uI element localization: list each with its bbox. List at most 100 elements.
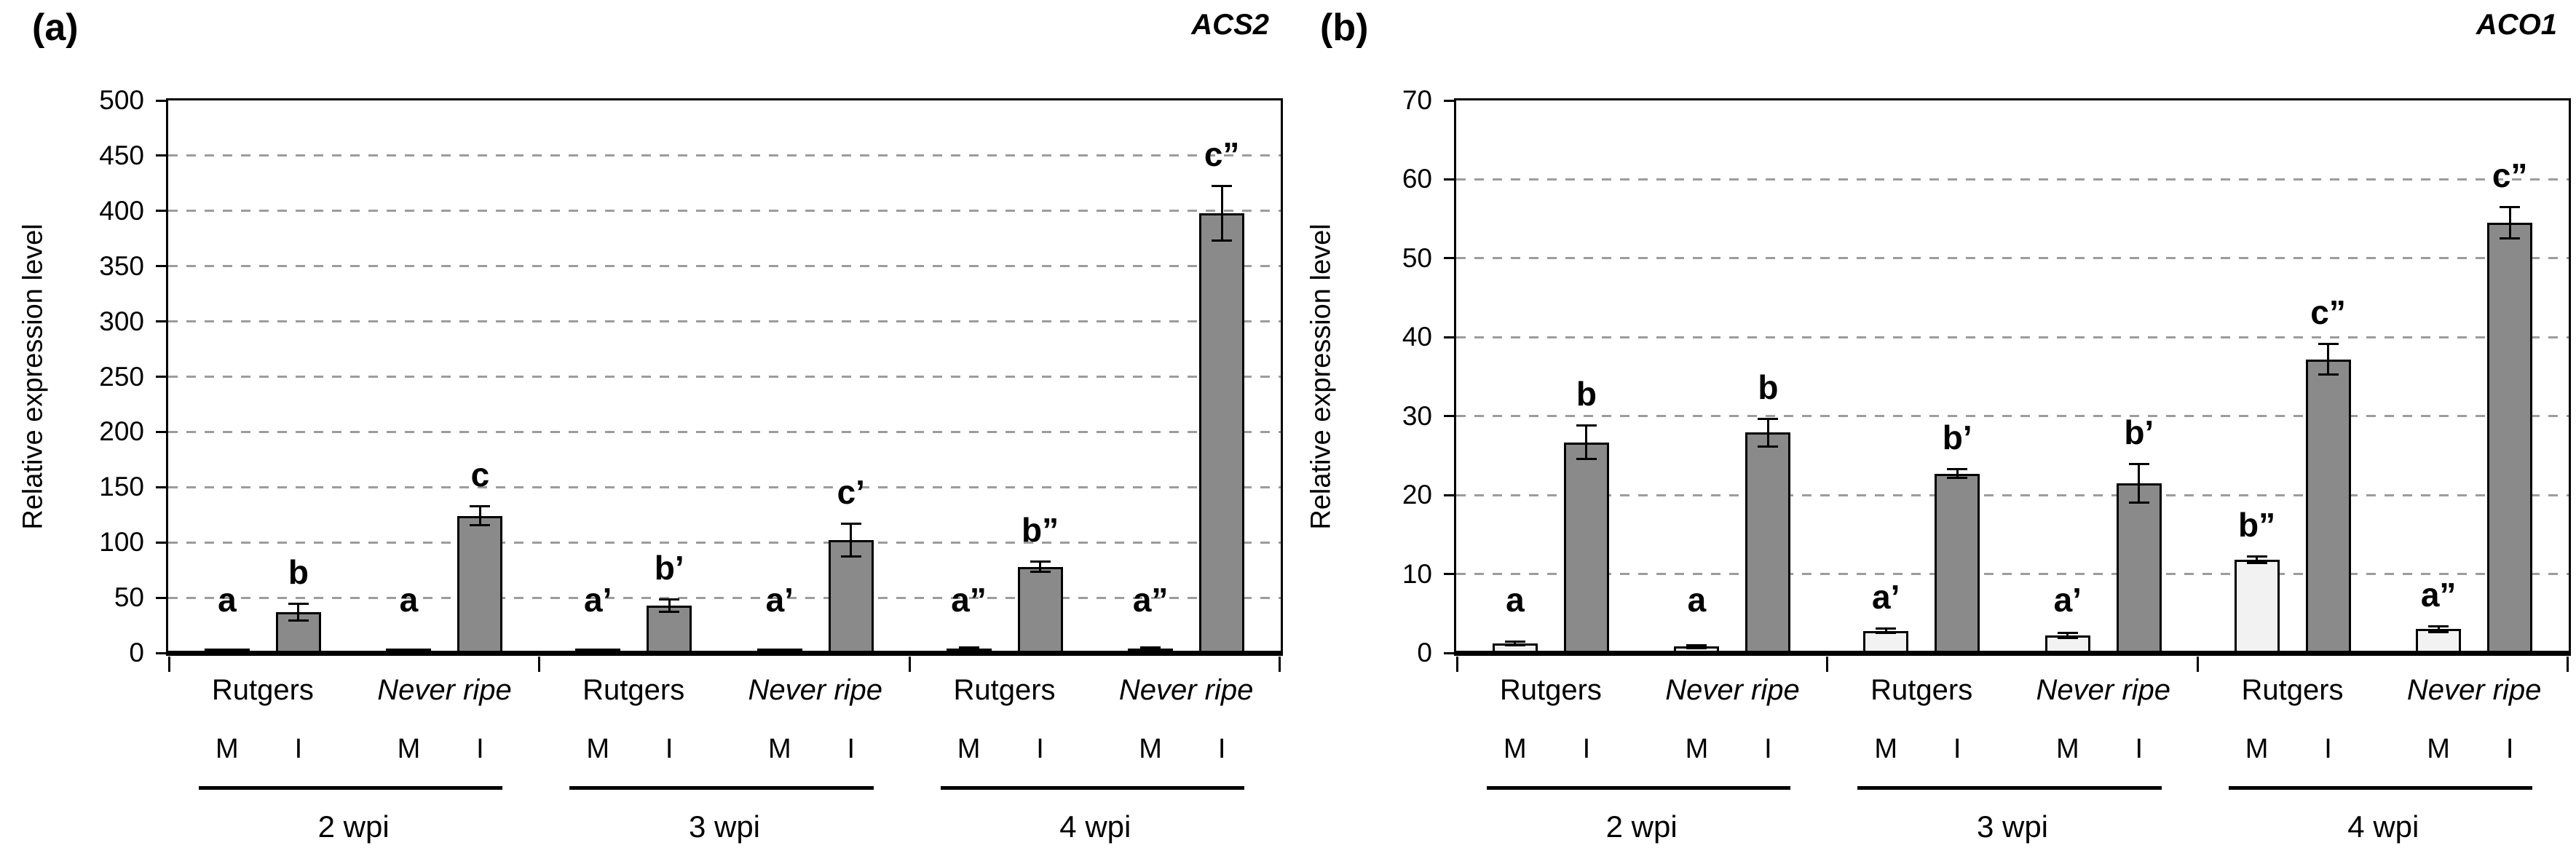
group-label: 3 wpi — [1976, 809, 2049, 844]
error-bar-cap-bottom — [2318, 373, 2339, 376]
error-bar — [2437, 626, 2440, 633]
cultivar-label: Never ripe — [748, 674, 883, 706]
error-bar — [1220, 185, 1223, 241]
error-bar-cap-top — [1030, 560, 1051, 563]
group-label: 4 wpi — [1059, 809, 1131, 844]
significance-letter: c” — [2310, 293, 2346, 331]
error-bar — [1884, 628, 1887, 633]
treatment-label: I — [847, 734, 856, 764]
group-underline — [940, 786, 1244, 790]
error-bar — [1695, 645, 1698, 649]
significance-letter: a” — [1132, 581, 1169, 619]
x-tick-mark — [1456, 657, 1458, 672]
x-tick-mark — [168, 657, 170, 672]
gene-label-aco1: ACO1 — [2476, 9, 2557, 41]
significance-letter: a’ — [2053, 581, 2082, 619]
error-bar — [668, 598, 671, 612]
y-tick-label: 200 — [99, 416, 144, 447]
gridline — [1456, 573, 2569, 576]
significance-letter: a — [1506, 581, 1525, 619]
bar-4wpi-never-ripe-I — [2487, 223, 2533, 653]
cultivar-label: Rutgers — [1870, 674, 1973, 706]
error-bar-cap-bottom — [1758, 445, 1779, 448]
cultivar-label: Rutgers — [582, 674, 685, 706]
y-axis-tick-labels: 0 10 20 30 40 50 60 70 — [1288, 85, 1438, 667]
error-bar-cap-top — [288, 602, 309, 605]
error-bar-cap-bottom — [2128, 502, 2149, 504]
y-tick-label: 100 — [99, 527, 144, 558]
error-bar — [2508, 207, 2511, 239]
y-tick-label: 10 — [1402, 558, 1432, 589]
significance-letter: b — [1576, 374, 1597, 413]
significance-letter: a’ — [584, 581, 612, 619]
y-tick-label: 0 — [129, 638, 144, 667]
x-tick-mark — [1825, 657, 1828, 672]
gridline — [168, 541, 1281, 544]
cultivar-label: Never ripe — [2406, 674, 2542, 706]
y-tick-label: 350 — [99, 250, 144, 281]
treatment-label: I — [294, 734, 303, 764]
treatment-label: I — [1036, 734, 1044, 764]
y-tick-label: 400 — [99, 195, 144, 226]
bar-2wpi-never-ripe-I — [1745, 432, 1791, 653]
y-tick-mark — [156, 486, 166, 488]
error-bar — [297, 603, 300, 621]
significance-letter: a” — [2420, 576, 2457, 614]
error-bar-cap-bottom — [1212, 239, 1233, 242]
error-bar — [2327, 343, 2330, 376]
error-bar-cap-bottom — [1876, 631, 1897, 634]
significance-letter: b — [1758, 368, 1779, 406]
panel-b: (b) ACO1 Relative expression level 0 10 20… — [1288, 0, 2576, 856]
error-bar — [1039, 561, 1042, 573]
error-bar — [2066, 632, 2069, 639]
gridline — [1456, 178, 2569, 181]
error-bar — [850, 523, 853, 557]
error-bar-cap-bottom — [840, 555, 861, 558]
treatment-label: M — [1139, 734, 1162, 764]
group-label: 2 wpi — [1605, 809, 1678, 844]
panel-b-label: (b) — [1320, 7, 1369, 49]
bar-4wpi-rutgers-I — [1017, 566, 1063, 653]
treatment-label: I — [665, 734, 673, 764]
group-underline — [569, 786, 874, 790]
treatment-label: I — [1953, 734, 1961, 764]
cultivar-label: Rutgers — [2241, 674, 2344, 706]
treatment-label: M — [957, 734, 981, 764]
treatment-label: M — [586, 734, 610, 764]
significance-letter: b” — [2237, 505, 2276, 544]
significance-letter: c — [470, 456, 490, 494]
bar-2wpi-never-ripe-I — [457, 515, 503, 653]
bar-2wpi-never-ripe-M — [386, 649, 432, 653]
y-tick-label: 30 — [1402, 400, 1432, 431]
significance-letter: a — [399, 581, 419, 619]
y-tick-label: 450 — [99, 140, 144, 170]
treatment-label: I — [1582, 734, 1591, 764]
plot-area: a b a c a’ b’ a’ c’ a” b” a” c” — [156, 98, 1283, 672]
panel-a: (a) ACS2 Relative expression level 0 50 10… — [0, 7, 1283, 844]
y-tick-label: 50 — [114, 582, 144, 613]
error-bar-cap-top — [2128, 462, 2149, 465]
y-tick-mark — [1444, 415, 1454, 418]
gridline — [168, 430, 1281, 433]
significance-letter: a’ — [1872, 578, 1900, 617]
error-bar-cap-top — [1504, 640, 1525, 643]
group-underline — [199, 786, 503, 790]
y-tick-label: 20 — [1402, 480, 1432, 510]
cultivar-label: Rutgers — [953, 674, 1056, 706]
y-axis-tick-labels: 0 50 100 150 200 250 300 350 400 450 500 — [0, 85, 150, 667]
treatment-label: M — [1874, 734, 1898, 764]
significance-letter: b’ — [2124, 413, 2154, 451]
y-tick-mark — [156, 99, 166, 102]
treatment-label: I — [1217, 734, 1226, 764]
error-bar-cap-top — [659, 598, 680, 601]
error-bar-cap-bottom — [470, 524, 491, 527]
y-tick-mark — [156, 596, 166, 599]
bar-2wpi-rutgers-M — [204, 649, 250, 653]
y-tick-mark — [156, 210, 166, 213]
treatment-label: M — [2427, 734, 2450, 764]
error-bar-cap-top — [1212, 184, 1233, 187]
cultivar-label: Never ripe — [2036, 674, 2171, 706]
error-bar-cap-top — [2428, 625, 2449, 628]
gridline — [1456, 494, 2569, 496]
error-bar-cap-bottom — [2428, 630, 2449, 633]
